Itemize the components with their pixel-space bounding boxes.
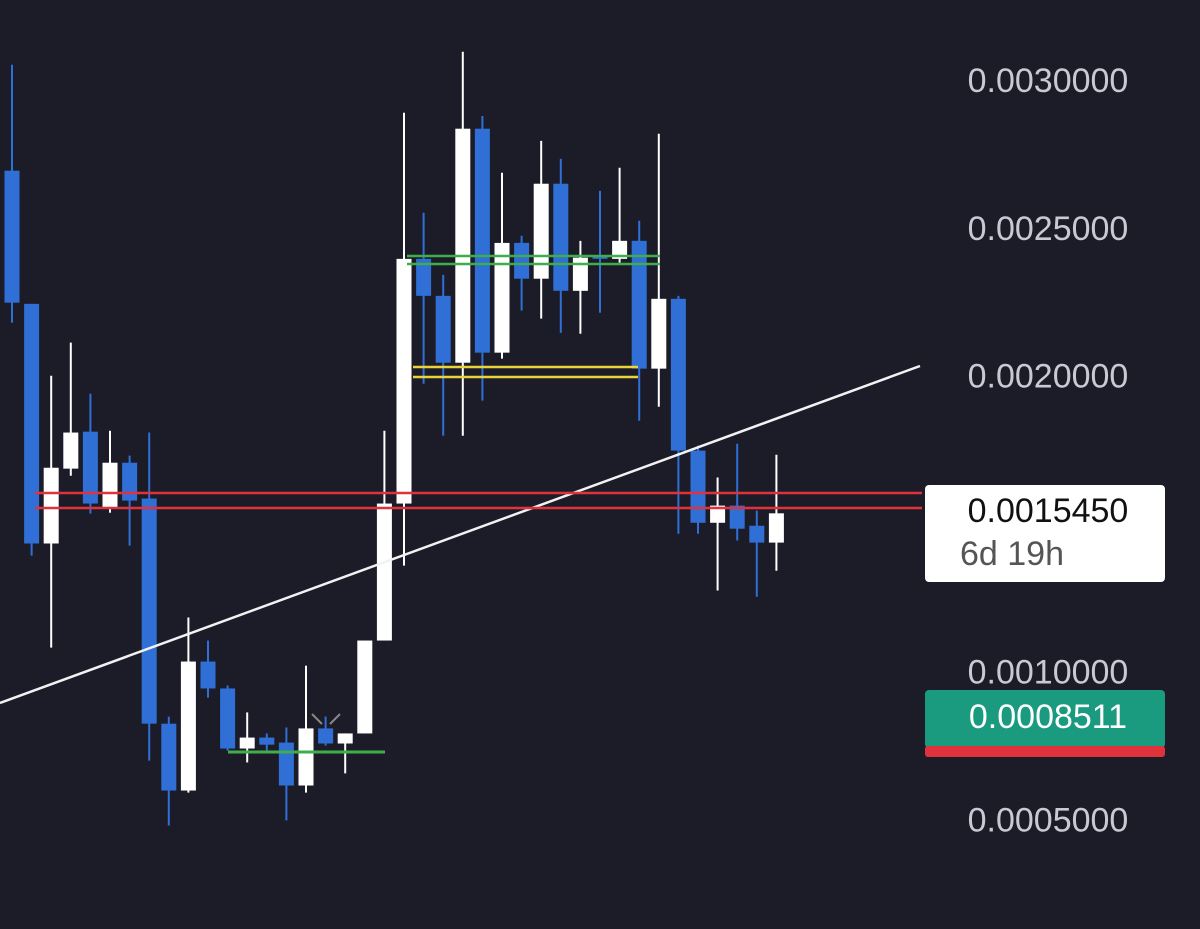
y-tick-label: 0.0010000 xyxy=(968,654,1129,692)
candle-body xyxy=(651,298,667,369)
candle-body xyxy=(63,432,79,469)
candle-body xyxy=(416,258,432,296)
candle-body xyxy=(141,498,157,724)
candle-body xyxy=(82,431,98,504)
candle-body xyxy=(396,258,412,504)
candle-body xyxy=(259,737,275,745)
candle-body xyxy=(494,242,510,353)
candle-body xyxy=(514,242,530,279)
candle-body xyxy=(24,303,40,544)
candle-body xyxy=(455,128,471,363)
y-tick-label: 0.0030000 xyxy=(968,62,1129,100)
candle-body xyxy=(180,661,196,791)
last-price-label: 0.0015450 xyxy=(968,492,1129,530)
candle-body xyxy=(690,450,706,523)
candle-body xyxy=(357,640,373,734)
candle-body xyxy=(612,240,628,259)
candle-body xyxy=(768,513,784,543)
candle-body xyxy=(337,733,353,744)
y-tick-label: 0.0025000 xyxy=(968,210,1129,248)
candle-body xyxy=(553,183,569,291)
candle-body xyxy=(239,737,255,749)
candle-body xyxy=(376,503,392,641)
price-marker-label: 0.0008511 xyxy=(969,698,1127,736)
candle-body xyxy=(220,688,236,749)
candle-body xyxy=(592,255,608,259)
candle-body xyxy=(4,170,20,303)
candle-body xyxy=(102,462,118,509)
candle-body xyxy=(631,240,647,369)
candle-body xyxy=(749,525,765,543)
price-marker-underline xyxy=(925,746,1165,757)
marker-icon xyxy=(311,713,341,725)
candle-body xyxy=(572,257,588,291)
candle-body xyxy=(670,298,686,451)
y-tick-label: 0.0005000 xyxy=(968,801,1129,839)
y-tick-label: 0.0020000 xyxy=(968,358,1129,396)
candle-body xyxy=(122,462,138,501)
candle-body xyxy=(710,505,726,523)
countdown: 6d 19h xyxy=(960,535,1064,573)
trend-line xyxy=(0,364,921,705)
candles xyxy=(4,51,784,826)
candle-body xyxy=(200,661,216,689)
candle-body xyxy=(318,728,334,744)
price-axis: 0.0005000 0.0010000 0.0020000 0.0025000 0.00… xyxy=(968,62,1129,840)
candle-body xyxy=(729,505,745,529)
candle-body xyxy=(474,128,490,353)
candle-body xyxy=(435,295,451,363)
candle-body xyxy=(278,742,294,786)
candle-body xyxy=(161,723,177,791)
last-price-box xyxy=(925,485,1165,582)
price-marker-box xyxy=(925,690,1165,748)
candle-body xyxy=(43,467,59,544)
candle-body xyxy=(298,728,314,786)
